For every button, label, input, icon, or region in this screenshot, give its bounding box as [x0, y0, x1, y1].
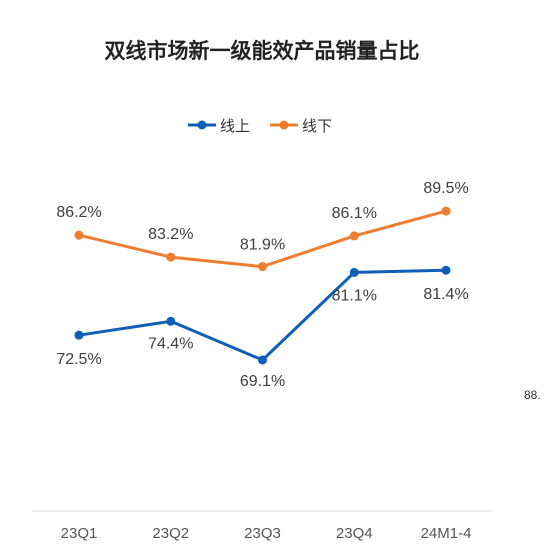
- data-label-online-4: 81.4%: [423, 286, 468, 303]
- plot-area: 72.5% 74.4% 69.1% 81.1% 81.4% 86.2% 83.2% 81.9%…: [56, 180, 468, 390]
- legend-item-offline: 线下: [270, 117, 332, 135]
- data-point-offline-3: [349, 231, 359, 241]
- legend: 线上 线下: [188, 117, 332, 135]
- data-label-online-2: 69.1%: [240, 373, 285, 390]
- data-label-online-0: 72.5%: [56, 351, 101, 368]
- legend-label-online: 线上: [220, 117, 250, 135]
- data-point-offline-2: [258, 262, 267, 272]
- chart-title: 双线市场新一级能效产品销量占比: [105, 39, 420, 63]
- x-tick-label-1: 23Q2: [152, 525, 189, 542]
- x-tick-label-0: 23Q1: [61, 525, 98, 542]
- legend-item-online: 线上: [188, 117, 250, 135]
- data-label-offline-3: 86.1%: [332, 205, 377, 222]
- data-point-offline-4: [441, 206, 451, 216]
- data-label-online-3: 81.1%: [332, 287, 377, 304]
- data-point-online-3: [349, 267, 359, 277]
- data-label-online-1: 74.4%: [148, 335, 193, 352]
- data-point-online-0: [74, 330, 84, 340]
- data-point-online-1: [166, 316, 176, 326]
- data-point-offline-1: [166, 252, 176, 262]
- data-label-offline-4: 89.5%: [423, 180, 468, 197]
- data-point-offline-0: [74, 230, 84, 240]
- stray-label: 88.: [524, 388, 541, 402]
- x-tick-label-2: 23Q3: [244, 525, 281, 542]
- data-label-offline-0: 86.2%: [56, 204, 101, 221]
- legend-marker-offline: [279, 120, 289, 130]
- legend-label-offline: 线下: [302, 117, 332, 135]
- x-tick-label-4: 24M1-4: [421, 525, 472, 542]
- x-axis-ticks: 23Q1 23Q2 23Q3 23Q4 24M1-4: [61, 525, 472, 542]
- legend-marker-online: [197, 120, 207, 130]
- data-point-online-2: [258, 355, 267, 365]
- data-label-offline-1: 83.2%: [148, 226, 193, 243]
- series-line-online: [78, 268, 447, 362]
- data-label-offline-2: 81.9%: [240, 237, 285, 254]
- data-point-online-4: [441, 265, 451, 275]
- x-tick-label-3: 23Q4: [336, 525, 373, 542]
